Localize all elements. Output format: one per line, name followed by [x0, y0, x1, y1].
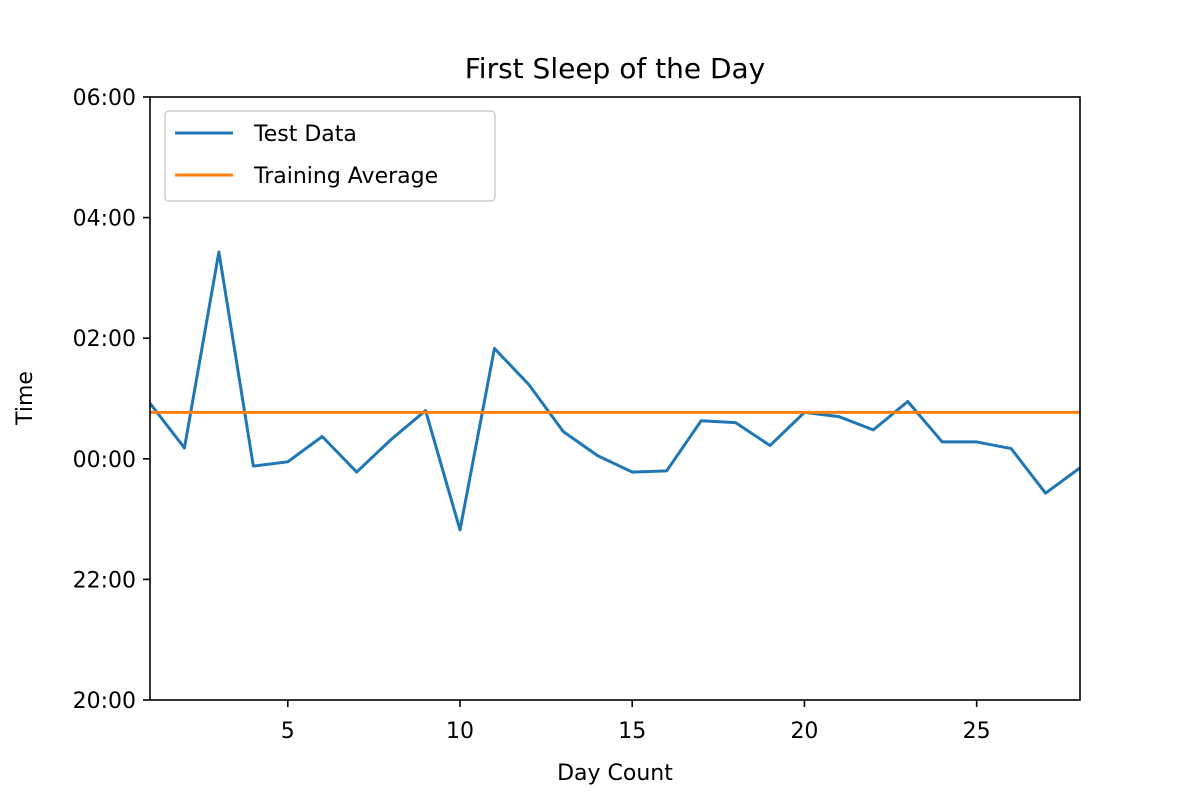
y-tick-label: 06:00 [73, 86, 136, 111]
plot-frame [149, 96, 1081, 701]
x-axis-label: Day Count [557, 761, 673, 786]
x-tick-label: 10 [446, 719, 474, 744]
x-tick-label: 5 [281, 719, 295, 744]
legend-box [164, 110, 496, 202]
legend-label-training-average: Training Average [253, 164, 438, 189]
y-tick-label: 20:00 [73, 689, 136, 714]
legend: Test Data Training Average [164, 110, 496, 202]
y-axis-label: Time [13, 371, 38, 426]
y-tick-label: 04:00 [73, 207, 136, 232]
y-tick-label: 00:00 [73, 448, 136, 473]
legend-label-test-data: Test Data [253, 122, 357, 147]
series-line-test-data [150, 250, 1080, 532]
y-tick-label: 02:00 [73, 327, 136, 352]
x-tick-label: 20 [790, 719, 818, 744]
x-tick-label: 15 [618, 719, 646, 744]
y-tick-label: 22:00 [73, 568, 136, 593]
y-axis: 20:00 22:00 00:00 02:00 04:00 06:00 [73, 86, 150, 714]
x-tick-label: 25 [963, 719, 991, 744]
x-axis: 5 10 15 20 25 [281, 700, 991, 744]
chart-title: First Sleep of the Day [465, 52, 766, 85]
series-group [150, 250, 1080, 532]
